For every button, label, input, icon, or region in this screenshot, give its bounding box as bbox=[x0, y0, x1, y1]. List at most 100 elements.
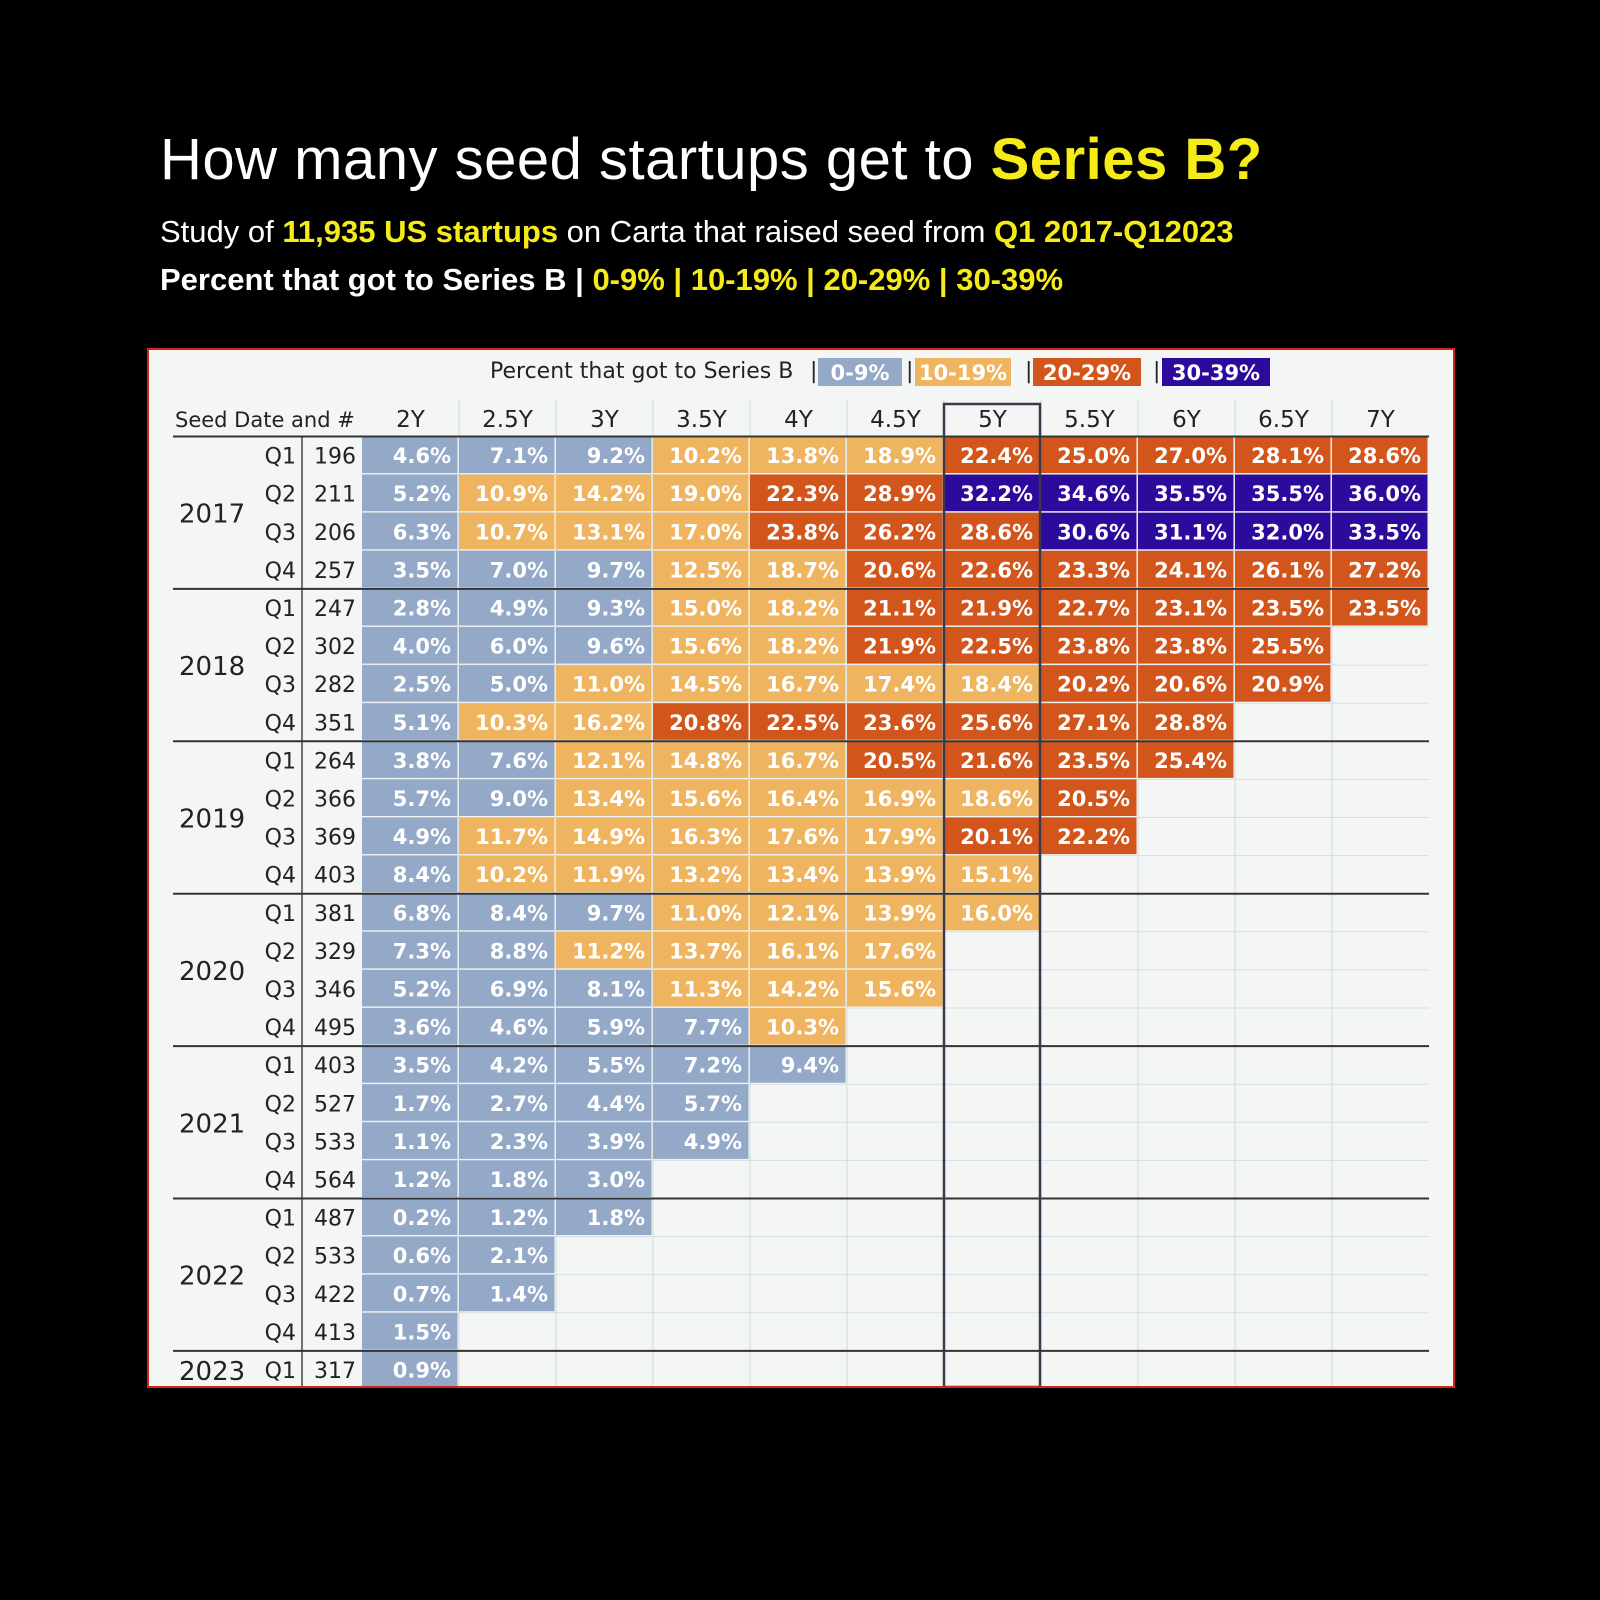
heatmap-cell bbox=[1041, 550, 1137, 588]
heatmap-cell bbox=[362, 627, 458, 664]
legend-swatch bbox=[1033, 358, 1141, 386]
cell-value-label: 12.1% bbox=[572, 749, 645, 773]
heatmap-cell bbox=[459, 627, 555, 664]
seed-count-label: 264 bbox=[314, 749, 356, 774]
cell-value-label: 11.9% bbox=[572, 863, 645, 887]
heatmap-cell bbox=[1041, 703, 1137, 740]
heatmap-cell bbox=[653, 931, 749, 969]
seed-count-label: 564 bbox=[314, 1168, 356, 1193]
quarter-label: Q2 bbox=[265, 483, 296, 508]
cell-value-label: 5.1% bbox=[393, 711, 451, 735]
cell-value-label: 30.6% bbox=[1057, 520, 1130, 544]
seed-count-label: 403 bbox=[314, 864, 356, 889]
cell-value-label: 28.8% bbox=[1154, 711, 1227, 735]
quarter-label: Q1 bbox=[265, 1207, 296, 1232]
cell-value-label: 4.9% bbox=[490, 596, 548, 620]
heatmap-cell bbox=[362, 1046, 458, 1083]
cell-value-label: 1.7% bbox=[393, 1092, 451, 1116]
heatmap-cell bbox=[556, 1046, 652, 1083]
seed-count-label: 346 bbox=[314, 978, 356, 1003]
cell-value-label: 23.5% bbox=[1348, 596, 1421, 620]
cell-value-label: 15.0% bbox=[669, 596, 742, 620]
cell-value-label: 25.5% bbox=[1251, 635, 1324, 659]
seed-count-label: 527 bbox=[314, 1092, 356, 1117]
heatmap-cell bbox=[556, 779, 652, 816]
heatmap-cell bbox=[459, 436, 555, 474]
heatmap-cell bbox=[362, 855, 458, 893]
cell-value-label: 0.7% bbox=[393, 1282, 451, 1306]
cell-value-label: 21.9% bbox=[863, 635, 936, 659]
cell-value-label: 4.0% bbox=[393, 635, 451, 659]
heatmap-cell bbox=[944, 474, 1040, 512]
legend-separator: | bbox=[1025, 359, 1032, 384]
cell-value-label: 28.1% bbox=[1251, 444, 1324, 468]
cell-value-label: 7.6% bbox=[490, 749, 548, 773]
heatmap-cell bbox=[847, 779, 943, 816]
heatmap-cell bbox=[459, 550, 555, 588]
cell-value-label: 8.4% bbox=[490, 901, 548, 925]
heatmap-cell bbox=[362, 893, 458, 931]
heatmap-cell bbox=[847, 893, 943, 931]
cell-value-label: 14.8% bbox=[669, 749, 742, 773]
cell-value-label: 5.2% bbox=[393, 977, 451, 1001]
heatmap-cell bbox=[847, 627, 943, 664]
subtitle-date-range: Q1 2017-Q12023 bbox=[994, 214, 1234, 249]
cell-value-label: 20.5% bbox=[1057, 787, 1130, 811]
cell-value-label: 5.7% bbox=[684, 1092, 742, 1116]
cell-value-label: 27.1% bbox=[1057, 711, 1130, 735]
legend-swatch bbox=[1162, 358, 1270, 386]
heatmap-cell bbox=[459, 1160, 555, 1197]
heatmap-cell bbox=[847, 855, 943, 893]
seed-count-label: 369 bbox=[314, 826, 356, 851]
heatmap-cell bbox=[459, 817, 555, 855]
subtitle-part: on Carta that raised seed from bbox=[558, 214, 994, 249]
cell-value-label: 25.0% bbox=[1057, 444, 1130, 468]
heatmap-cell bbox=[362, 436, 458, 474]
heatmap-cell bbox=[653, 512, 749, 550]
cell-value-label: 17.6% bbox=[766, 825, 839, 849]
year-label: 2020 bbox=[179, 957, 245, 987]
heatmap-cell bbox=[362, 588, 458, 626]
legend-separator: | bbox=[810, 359, 817, 384]
quarter-label: Q1 bbox=[265, 1054, 296, 1079]
heatmap-cell bbox=[459, 588, 555, 626]
cell-value-label: 11.3% bbox=[669, 977, 742, 1001]
cell-value-label: 20.6% bbox=[863, 558, 936, 582]
cell-value-label: 4.6% bbox=[490, 1016, 548, 1040]
cell-value-label: 9.3% bbox=[587, 596, 645, 620]
heatmap-cell bbox=[1138, 588, 1234, 626]
seed-count-label: 495 bbox=[314, 1016, 356, 1041]
cell-value-label: 16.2% bbox=[572, 711, 645, 735]
heatmap-cell bbox=[750, 817, 846, 855]
legend-caption-bins: 0-9% | 10-19% | 20-29% | 30-39% bbox=[592, 262, 1064, 297]
cell-value-label: 23.8% bbox=[1057, 635, 1130, 659]
heatmap-cell bbox=[944, 550, 1040, 588]
heatmap-panel: Percent that got to Series B | | | | 0-9% 10-1… bbox=[147, 348, 1455, 1388]
heatmap-cell bbox=[459, 474, 555, 512]
cell-value-label: 4.2% bbox=[490, 1054, 548, 1078]
legend-title: Percent that got to Series B bbox=[490, 359, 793, 384]
heatmap-cell bbox=[556, 1198, 652, 1236]
heatmap-cell bbox=[750, 627, 846, 664]
seed-count-label: 351 bbox=[314, 711, 356, 736]
heatmap-cell bbox=[653, 741, 749, 778]
cell-value-label: 19.0% bbox=[669, 482, 742, 506]
heatmap-cell bbox=[750, 931, 846, 969]
heatmap-cell bbox=[653, 855, 749, 893]
cell-value-label: 28.6% bbox=[960, 520, 1033, 544]
seed-count-label: 196 bbox=[314, 445, 356, 470]
subtitle: Study of 11,935 US startups on Carta tha… bbox=[160, 214, 1234, 250]
cell-value-label: 20.6% bbox=[1154, 673, 1227, 697]
cell-value-label: 3.9% bbox=[587, 1130, 645, 1154]
heatmap-cell bbox=[459, 1084, 555, 1121]
seed-count-label: 211 bbox=[314, 483, 356, 508]
cell-value-label: 17.6% bbox=[863, 939, 936, 963]
cell-value-label: 17.0% bbox=[669, 520, 742, 544]
quarter-label: Q3 bbox=[265, 521, 296, 546]
heatmap-cell bbox=[556, 1122, 652, 1159]
legend-label: 0-9% bbox=[831, 361, 890, 385]
heatmap-cell bbox=[653, 665, 749, 702]
row-header-label: Seed Date and # bbox=[175, 408, 355, 432]
heatmap-cell bbox=[459, 969, 555, 1007]
seed-count-label: 533 bbox=[314, 1130, 356, 1155]
